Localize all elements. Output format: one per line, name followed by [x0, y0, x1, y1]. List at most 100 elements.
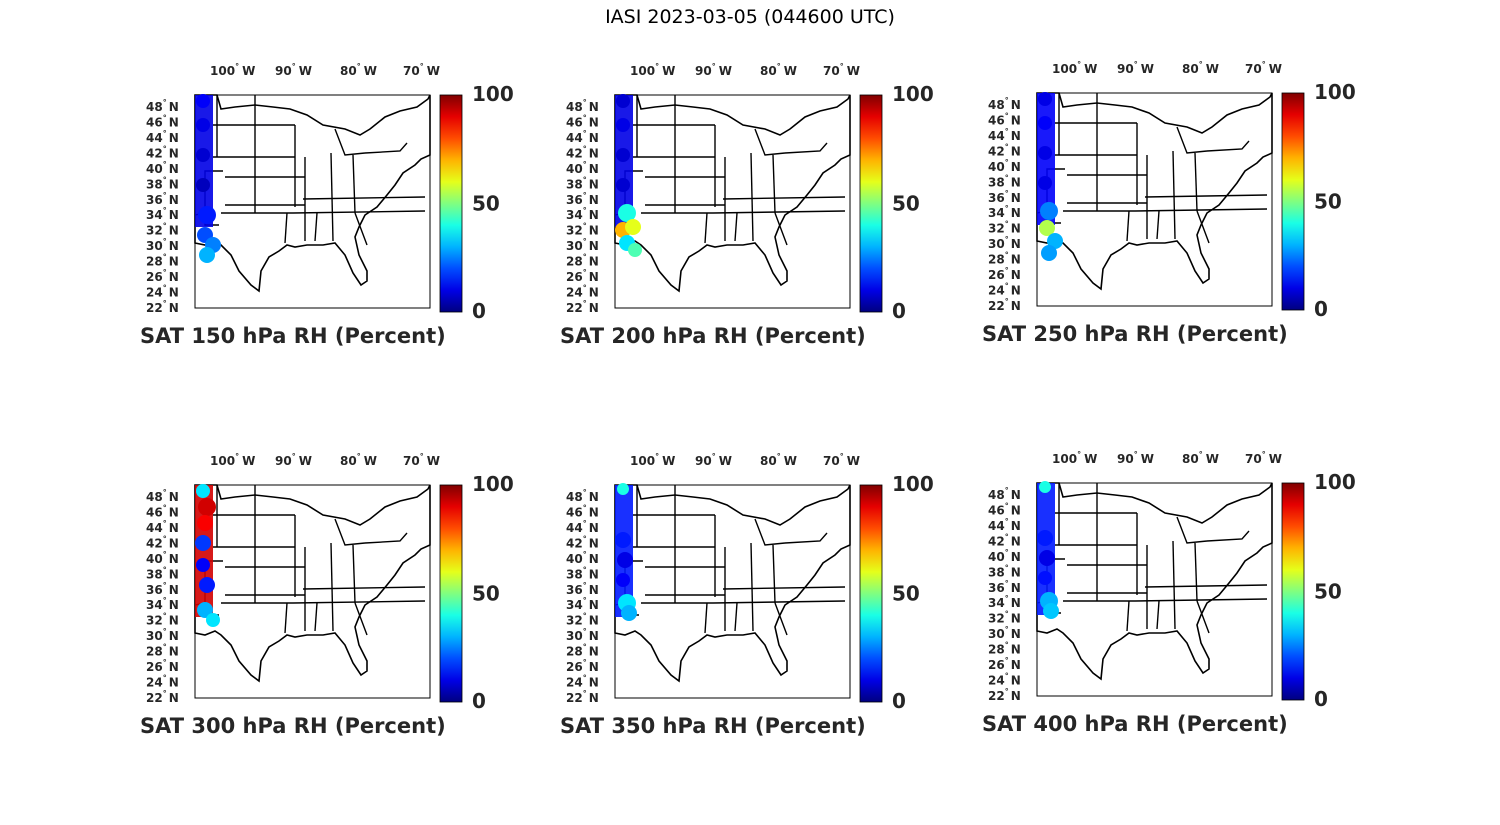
- lat-tick-label: 42° N: [146, 144, 179, 160]
- colorbar-tick-label: 50: [472, 192, 500, 216]
- lat-tick-label: 32° N: [566, 222, 599, 238]
- swath-sample: [1039, 550, 1055, 566]
- swath-sample: [621, 605, 637, 621]
- figure-title: IASI 2023-03-05 (044600 UTC): [605, 6, 895, 28]
- lat-tick-label: 42° N: [566, 144, 599, 160]
- lat-tick-label: 48° N: [146, 488, 179, 504]
- swath-sample: [195, 535, 211, 551]
- colorbar-tick-label: 0: [892, 299, 906, 323]
- lat-tick-label: 38° N: [566, 565, 599, 581]
- lon-tick-label: 90° W: [695, 62, 732, 78]
- map-plot: 100° W 90° W 80° W 70° W 48° N46° N44° N42° N40° N38°…: [146, 62, 514, 323]
- lon-tick-label: 70° W: [823, 62, 860, 78]
- panel-title: SAT 400 hPa RH (Percent): [982, 712, 1288, 736]
- panel-title: SAT 150 hPa RH (Percent): [140, 324, 446, 348]
- colorbar-tick-label: 100: [1314, 470, 1356, 494]
- lat-tick-label: 46° N: [988, 501, 1021, 517]
- lon-tick-label: 90° W: [275, 452, 312, 468]
- colorbar-tick-label: 0: [472, 299, 486, 323]
- satellite-swath: [615, 94, 642, 257]
- colorbar-tick-label: 100: [892, 82, 934, 106]
- lon-tick-label: 80° W: [340, 62, 377, 78]
- lat-tick-label: 38° N: [146, 565, 179, 581]
- swath-sample: [1037, 530, 1053, 546]
- satellite-swath: [1037, 481, 1059, 619]
- lat-tick-label: 46° N: [566, 503, 599, 519]
- lat-tick-label: 40° N: [988, 548, 1021, 564]
- lon-tick-label: 70° W: [1245, 450, 1282, 466]
- map-axes: [194, 94, 431, 309]
- swath-sample: [616, 118, 630, 132]
- lon-tick-label: 80° W: [1182, 450, 1219, 466]
- colorbar-tick-label: 0: [1314, 297, 1328, 321]
- lon-tick-label: 70° W: [403, 62, 440, 78]
- lat-tick-label: 30° N: [146, 237, 179, 253]
- swath-sample: [1038, 571, 1052, 585]
- lat-tick-label: 22° N: [146, 299, 179, 315]
- swath-sample: [196, 94, 210, 108]
- map-panel-5: 100° W 90° W 80° W 70° W 48° N 46° N 44° N 42° N 40° N 38°…: [560, 452, 980, 752]
- lon-tick-label: 100° W: [1052, 450, 1097, 466]
- colorbar: [859, 484, 883, 703]
- lat-tick-label: 36° N: [566, 581, 599, 597]
- swath-sample: [628, 243, 642, 257]
- lat-tick-label: 32° N: [146, 612, 179, 628]
- colorbar-tick-label: 50: [472, 582, 500, 606]
- lat-tick-label: 36° N: [146, 191, 179, 207]
- lat-tick-label: 32° N: [988, 610, 1021, 626]
- lon-tick-label: 90° W: [275, 62, 312, 78]
- colorbar-tick-label: 50: [892, 582, 920, 606]
- lon-tick-label: 70° W: [1245, 60, 1282, 76]
- lat-tick-label: 26° N: [988, 656, 1021, 672]
- lon-tick-label: 100° W: [210, 62, 255, 78]
- swath-sample: [616, 178, 630, 192]
- colorbar-tick-label: 100: [472, 472, 514, 496]
- lat-tick-label: 46° N: [566, 113, 599, 129]
- lon-tick-label: 100° W: [630, 62, 675, 78]
- swath-sample: [625, 219, 641, 235]
- swath-sample: [197, 515, 213, 531]
- colorbar-tick-label: 50: [1314, 190, 1342, 214]
- swath-sample: [196, 178, 210, 192]
- swath-sample: [1047, 233, 1063, 249]
- lat-tick-label: 42° N: [988, 532, 1021, 548]
- lat-tick-label: 40° N: [988, 158, 1021, 174]
- lon-tick-label: 90° W: [1117, 60, 1154, 76]
- map-panel-3: 100° W 90° W 80° W 70° W 48° N 46° N 44° N 42° N 40° N 38°…: [982, 60, 1402, 360]
- lat-tick-label: 26° N: [146, 658, 179, 674]
- lat-tick-label: 34° N: [566, 206, 599, 222]
- lat-tick-label: 24° N: [988, 672, 1021, 688]
- map-plot: 100° W 90° W 80° W 70° W 48° N46° N44° N42° N40° N38°…: [146, 452, 514, 713]
- lat-tick-label: 36° N: [988, 579, 1021, 595]
- lat-tick-label: 40° N: [146, 160, 179, 176]
- colorbar: [1281, 92, 1305, 311]
- colorbar: [439, 94, 463, 313]
- lat-tick-label: 42° N: [566, 534, 599, 550]
- lat-tick-label: 46° N: [988, 111, 1021, 127]
- lat-tick-label: 44° N: [566, 519, 599, 535]
- swath-sample: [196, 484, 210, 498]
- swath-sample: [1038, 92, 1052, 106]
- lon-tick-label: 90° W: [1117, 450, 1154, 466]
- lat-tick-label: 24° N: [988, 282, 1021, 298]
- lat-tick-label: 44° N: [988, 127, 1021, 143]
- colorbar-tick-label: 0: [892, 689, 906, 713]
- satellite-swath: [615, 483, 637, 621]
- lat-tick-label: 34° N: [146, 206, 179, 222]
- colorbar-tick-label: 50: [892, 192, 920, 216]
- swath-sample: [618, 204, 636, 222]
- swath-sample: [1043, 603, 1059, 619]
- swath-sample: [196, 148, 210, 162]
- map-panel-6: 100° W 90° W 80° W 70° W 48° N 46° N 44° N 42° N 40° N 38°…: [982, 450, 1402, 750]
- swath-sample: [615, 532, 631, 548]
- lon-tick-label: 80° W: [760, 452, 797, 468]
- lon-tick-label: 80° W: [340, 452, 377, 468]
- swath-sample: [617, 552, 633, 568]
- us-state-boundaries: [614, 94, 851, 293]
- lat-tick-label: 26° N: [566, 268, 599, 284]
- panel-title: SAT 250 hPa RH (Percent): [982, 322, 1288, 346]
- lat-tick-label: 32° N: [566, 612, 599, 628]
- swath-sample: [196, 118, 210, 132]
- map-plot: 100° W 90° W 80° W 70° W 48° N46° N44° N42° N40° N38°…: [988, 60, 1356, 321]
- swath-sample: [199, 247, 215, 263]
